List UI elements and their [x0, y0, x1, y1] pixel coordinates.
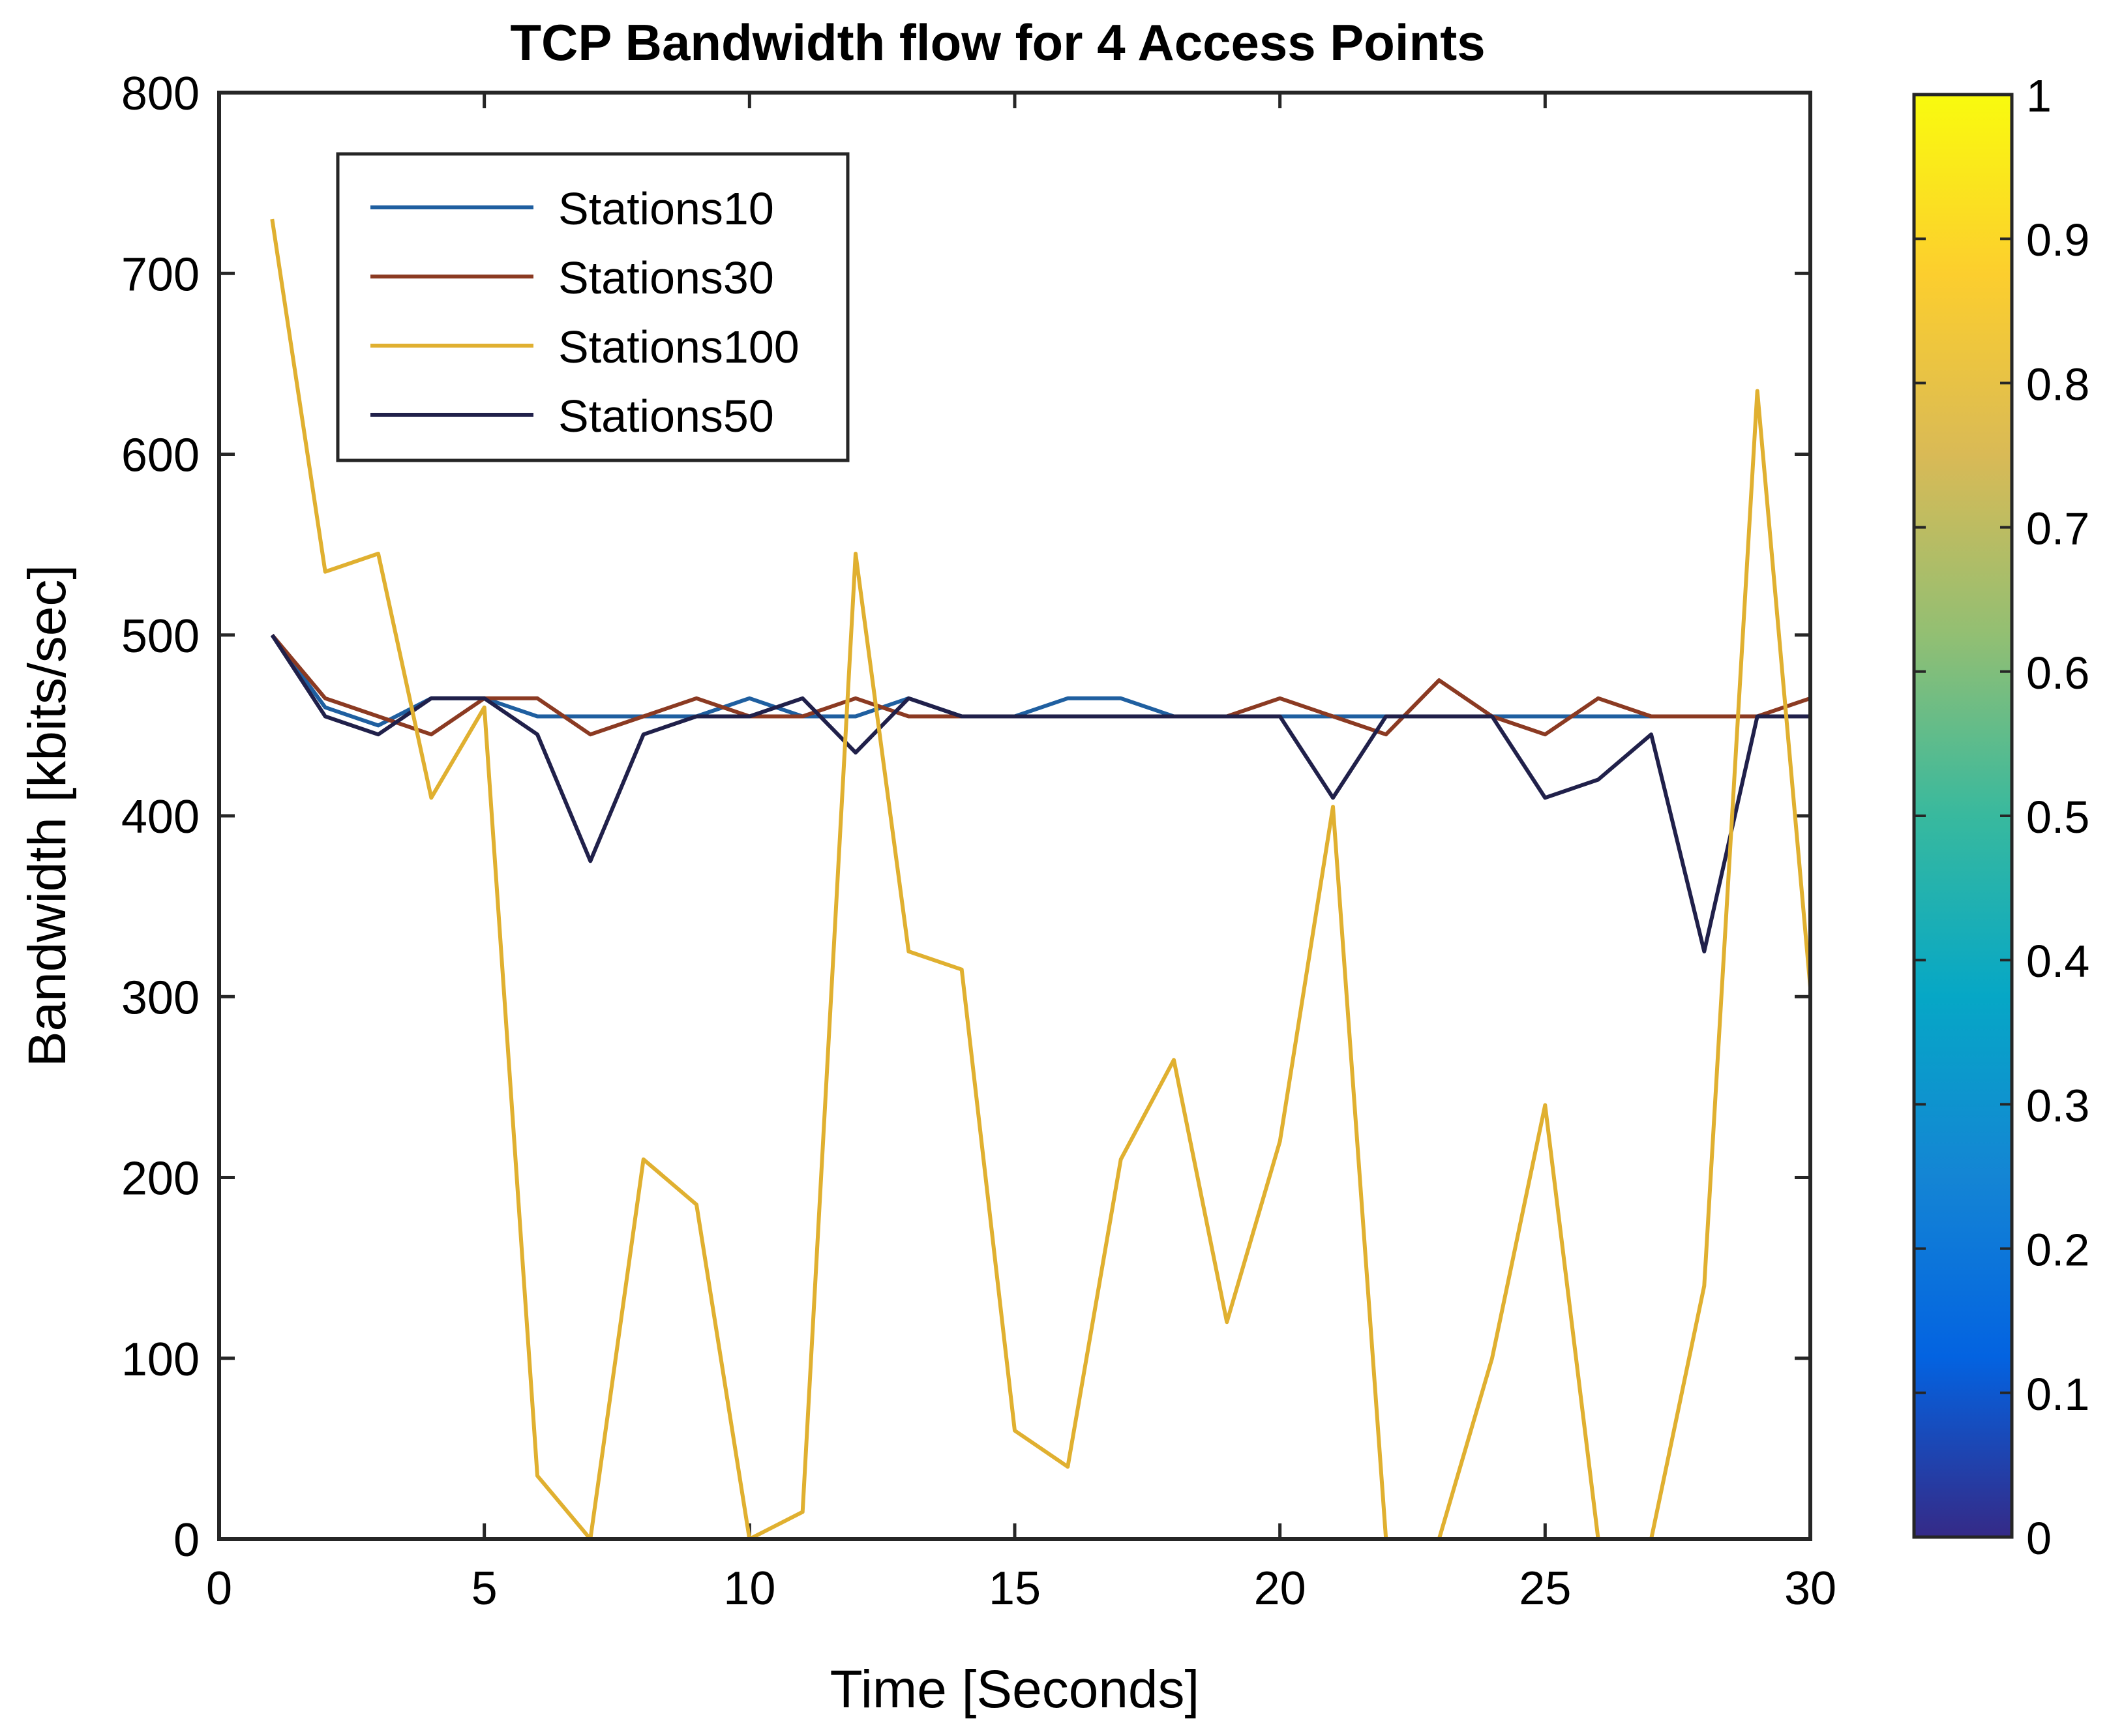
- y-tick-label-2: 200: [121, 1153, 200, 1205]
- x-tick-label-3: 15: [989, 1563, 1041, 1615]
- colorbar-tick-label-1: 0.1: [2026, 1369, 2089, 1420]
- colorbar-tick-label-3: 0.3: [2026, 1080, 2089, 1131]
- legend-label-stations50: Stations50: [558, 391, 774, 441]
- x-tick-label-1: 5: [471, 1563, 498, 1615]
- legend-label-stations30: Stations30: [558, 252, 774, 303]
- colorbar-tick-label-6: 0.6: [2026, 648, 2089, 698]
- series-line-stations100: [270, 218, 1812, 1541]
- y-tick-label-3: 300: [121, 972, 200, 1024]
- y-tick-labels: 0 100 200 300 400 500 600 700 800: [121, 68, 200, 1566]
- x-axis-label: Time [Seconds]: [830, 1660, 1200, 1719]
- x-tick-label-6: 30: [1784, 1563, 1836, 1615]
- colorbar-tick-label-8: 0.8: [2026, 359, 2089, 410]
- y-tick-label-5: 500: [121, 610, 200, 663]
- colorbar-tick-label-5: 0.5: [2026, 792, 2089, 843]
- x-tick-label-0: 0: [206, 1563, 232, 1615]
- series-lines: [270, 218, 1812, 1541]
- colorbar-ticks: 0 0.1 0.2 0.3 0.4 0.5 0.6 0.7 0.8 0.9 1: [1914, 70, 2089, 1564]
- legend-label-stations100: Stations100: [558, 322, 800, 372]
- colorbar-tick-label-2: 0.2: [2026, 1225, 2089, 1276]
- x-tick-labels: 0 5 10 15 20 25 30: [206, 1563, 1836, 1615]
- x-tick-label-2: 10: [723, 1563, 775, 1615]
- colorbar-tick-label-7: 0.7: [2026, 503, 2089, 554]
- legend-box: [336, 152, 850, 462]
- y-tick-label-7: 700: [121, 248, 200, 301]
- plot-frame: [217, 91, 1812, 1541]
- y-tick-label-6: 600: [121, 430, 200, 482]
- colorbar-tick-label-4: 0.4: [2026, 936, 2089, 987]
- legend: Stations10 Stations30 Stations100 Stations5…: [336, 152, 850, 462]
- x-tick-label-4: 20: [1254, 1563, 1306, 1615]
- colorbar: [1912, 93, 2014, 1539]
- colorbar-tick-label-9: 0.9: [2026, 215, 2089, 265]
- chart-title: TCP Bandwidth flow for 4 Access Points: [510, 14, 1485, 71]
- y-tick-label-8: 800: [121, 68, 200, 120]
- y-tick-label-4: 400: [121, 791, 200, 843]
- colorbar-tick-label-0: 0: [2026, 1513, 2052, 1564]
- legend-label-stations10: Stations10: [558, 183, 774, 234]
- y-tick-label-1: 100: [121, 1334, 200, 1386]
- x-tick-label-5: 25: [1519, 1563, 1571, 1615]
- series-line-stations10: [270, 634, 1810, 728]
- y-tick-label-0: 0: [173, 1514, 200, 1566]
- y-axis-label: Bandwidth [kbits/sec]: [18, 565, 77, 1067]
- colorbar-tick-label-10: 1: [2026, 70, 2052, 121]
- series-line-stations50: [270, 634, 1810, 953]
